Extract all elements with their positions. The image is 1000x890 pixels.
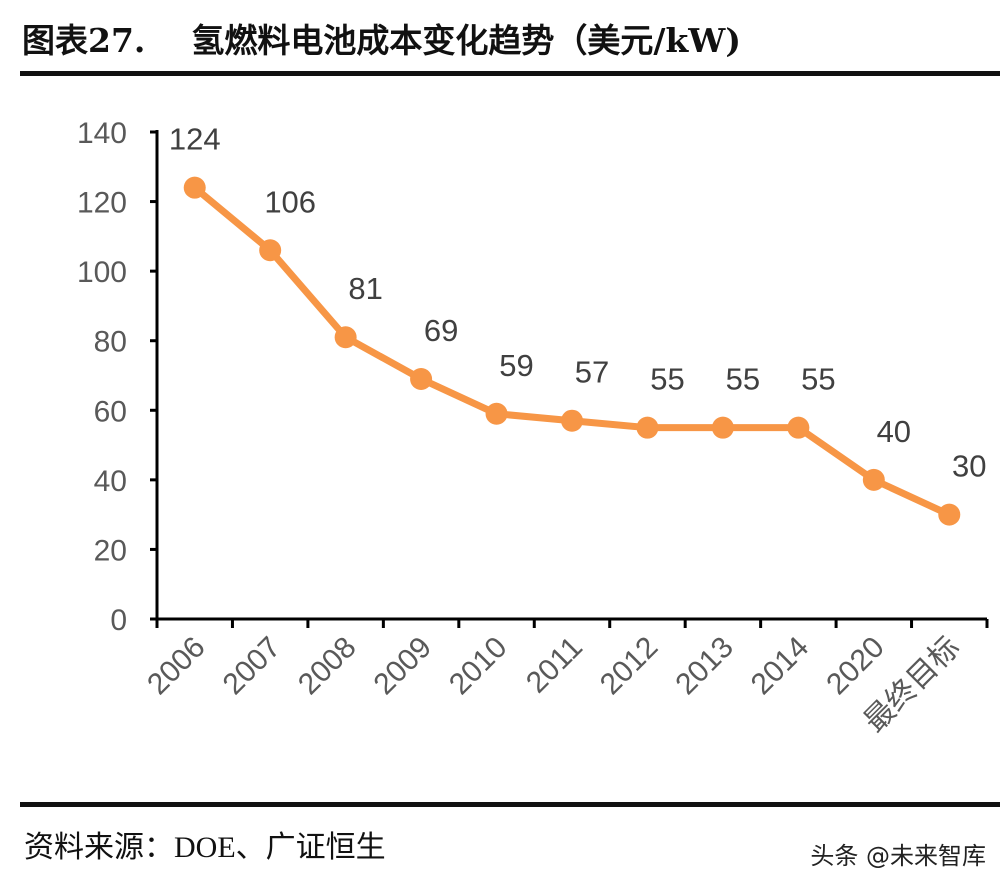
x-tick-label: 2010 <box>443 631 514 702</box>
data-label: 124 <box>169 122 221 157</box>
data-point <box>334 326 357 349</box>
y-tick-label: 120 <box>77 187 127 220</box>
data-label: 59 <box>499 348 533 383</box>
data-label: 81 <box>348 271 382 306</box>
data-point <box>485 402 508 425</box>
data-point <box>636 416 659 439</box>
chart-title: 图表27. 氢燃料电池成本变化趋势（美元/kW) <box>22 21 741 60</box>
watermark: 头条 @未来智库 <box>810 842 986 870</box>
x-tick-label: 2012 <box>594 631 665 702</box>
x-tick-label: 2007 <box>217 631 288 702</box>
top-rule <box>20 71 1000 76</box>
data-label: 55 <box>726 362 760 397</box>
x-tick-label: 2020 <box>820 631 891 702</box>
x-tick-label: 2006 <box>141 631 212 702</box>
data-label: 57 <box>575 355 609 390</box>
y-tick-label: 40 <box>94 465 127 498</box>
data-point <box>259 239 282 262</box>
x-tick-label: 2008 <box>292 631 363 702</box>
data-label: 30 <box>952 449 986 484</box>
source-note: 资料来源：DOE、广证恒生 <box>24 831 386 864</box>
data-label: 55 <box>801 362 835 397</box>
data-point <box>410 367 433 390</box>
y-tick-label: 80 <box>94 326 127 359</box>
data-label: 69 <box>424 313 458 348</box>
data-point <box>561 409 583 432</box>
y-tick-label: 140 <box>77 117 127 150</box>
y-tick-label: 60 <box>94 395 127 428</box>
data-label: 40 <box>877 414 911 449</box>
x-tick-label: 2011 <box>520 631 589 700</box>
y-tick-label: 100 <box>77 256 127 289</box>
y-tick-label: 20 <box>94 534 127 567</box>
data-point <box>787 416 810 439</box>
y-tick-label: 0 <box>110 604 127 637</box>
data-label: 106 <box>264 184 316 219</box>
x-tick-label: 2013 <box>669 631 740 702</box>
bottom-rule <box>20 802 1000 807</box>
x-tick-label: 2009 <box>368 631 439 702</box>
series-line <box>192 184 951 518</box>
data-point <box>711 416 734 439</box>
data-point <box>862 468 885 491</box>
data-point <box>938 503 961 526</box>
x-tick-label: 2014 <box>745 631 816 702</box>
data-label: 55 <box>650 362 684 397</box>
data-point <box>183 176 206 199</box>
